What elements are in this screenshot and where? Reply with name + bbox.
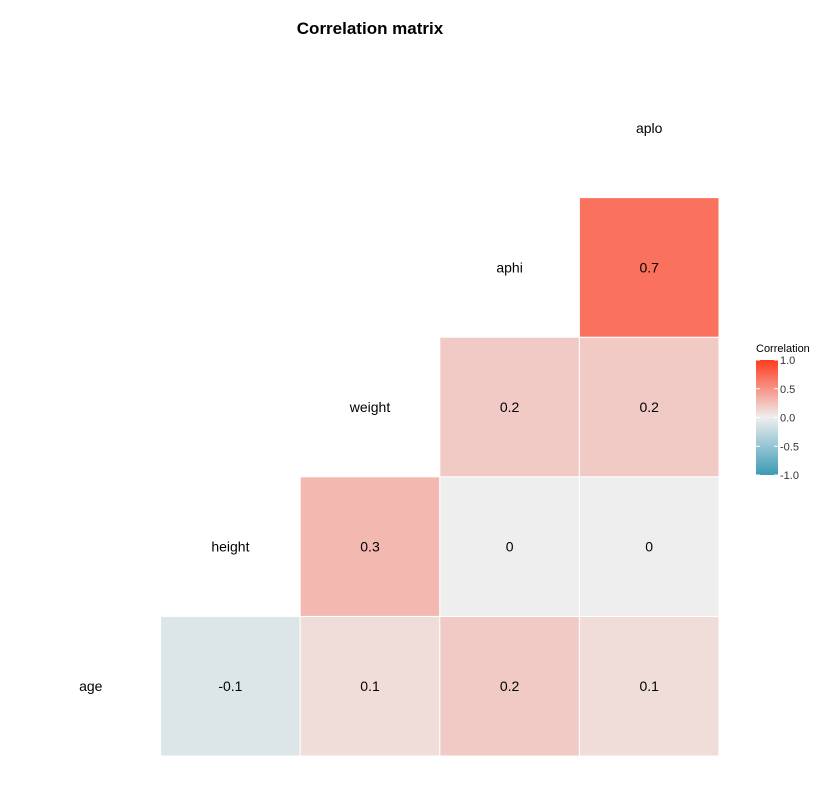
color-legend: Correlation 1.0 0.5 0.0 -0.5 -1.0 [756,343,810,482]
heatmap-cell [160,615,301,757]
legend-tick-label: -0.5 [780,441,799,453]
heatmap-cell [578,476,720,617]
cell-value-label: 0.1 [639,678,659,694]
chart-title: Correlation matrix [297,19,444,38]
variable-label: height [211,539,249,555]
cell-value-label: 0.1 [360,678,380,694]
heatmap-cell [578,615,720,757]
heatmap-cell [299,615,441,757]
heatmap-cell [578,336,720,478]
legend-tick-label: 0.5 [780,384,795,396]
variable-labels: age height weight aphi aplo [79,120,663,694]
legend-ticks: 1.0 0.5 0.0 -0.5 -1.0 [756,355,799,482]
heatmap-cell [439,336,580,478]
cell-value-label: 0.3 [360,539,380,555]
legend-title: Correlation [756,343,810,355]
variable-label: aphi [496,259,522,275]
cell-value-label: 0.7 [639,259,659,275]
cell-value-label: 0 [645,539,653,555]
variable-label: weight [349,399,391,415]
legend-colorbar [756,360,778,475]
cell-value-label: 0.2 [500,399,520,415]
legend-tick-label: -1.0 [780,470,799,482]
heatmap-tiles: -0.1 0.1 0.2 0.1 0.3 0 0 0.2 0.2 0.7 [160,197,720,757]
legend-tick-label: 1.0 [780,355,795,367]
heatmap-cell [439,476,580,617]
cell-value-label: 0.2 [639,399,659,415]
legend-tick-label: 0.0 [780,413,795,425]
heatmap-cell [299,476,441,617]
cell-value-label: 0.2 [500,678,520,694]
cell-value-label: 0 [506,539,514,555]
cell-value-label: -0.1 [218,678,242,694]
variable-label: age [79,678,103,694]
variable-label: aplo [636,120,663,136]
heatmap-cell [578,197,720,338]
